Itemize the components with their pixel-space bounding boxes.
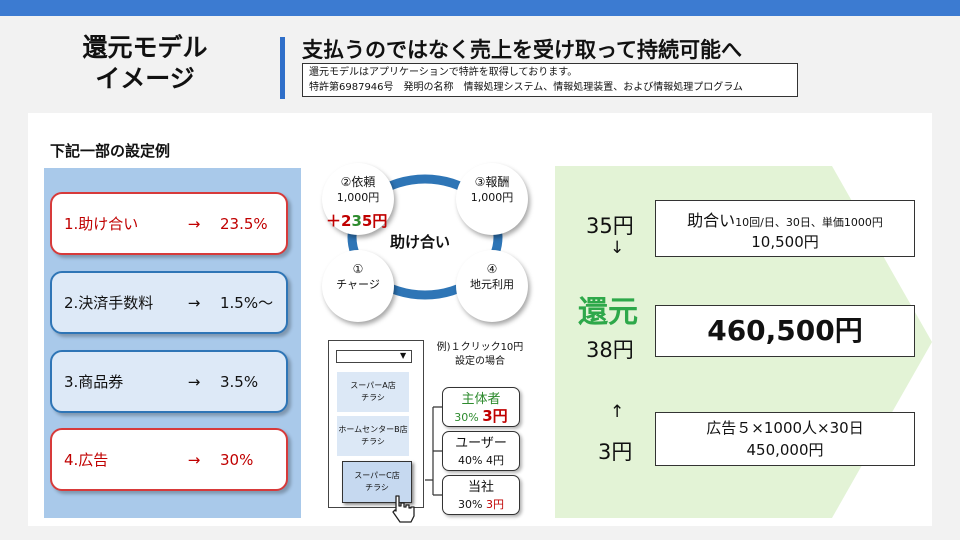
mutual-aid-calc-box: 助合い10回/日、30日、単価1000円 10,500円	[655, 200, 915, 257]
cycle-node-local-use: ④ 地元利用	[456, 250, 528, 322]
fee-value: 23.5%	[220, 214, 268, 233]
flyer-label: チラシ	[361, 437, 385, 446]
node-title: ①	[352, 262, 364, 276]
cycle-node-charge: ① チャージ	[322, 250, 394, 322]
split-organizer: 主体者 30% 3円	[442, 387, 520, 427]
bonus-unit: 円	[372, 212, 388, 230]
help-amount: 10,500円	[751, 233, 819, 251]
bonus-plus: ＋	[326, 212, 342, 230]
split-amount: 4円	[485, 454, 504, 467]
fee-name: 1.助け合い	[64, 215, 139, 233]
headline: 支払うのではなく売上を受け取って持続可能へ	[302, 38, 742, 62]
top-accent-bar	[0, 0, 960, 16]
flyer-label: チラシ	[365, 483, 389, 492]
node-title: ④	[486, 262, 498, 276]
flyer-store-a[interactable]: スーパーA店 チラシ	[337, 372, 409, 412]
node-sub: チャージ	[336, 278, 380, 291]
split-percent: 30%	[458, 498, 483, 511]
title-divider	[280, 37, 285, 99]
patent-note: 還元モデルはアプリケーションで特許を取得しております。 特許第6987946号 …	[302, 63, 798, 97]
ad-formula: 広告５×1000人×30日	[706, 419, 864, 437]
fee-name: 4.広告	[64, 451, 109, 469]
flyer-label: チラシ	[361, 393, 385, 402]
slide-title-line1: 還元モデル	[82, 33, 208, 62]
cycle-ring	[347, 174, 503, 300]
cycle-node-request: ②依頼 1,000円	[322, 163, 394, 235]
examples-heading: 下記一部の設定例	[50, 142, 171, 160]
example-note-line1: 例)１クリック10円	[436, 342, 524, 353]
fee-item-mutual-aid: 1.助け合い → 23.5%	[50, 192, 288, 255]
revenue-mid-yen: 38円	[586, 338, 634, 362]
split-percent: 30%	[454, 411, 479, 424]
flyer-store-b[interactable]: ホームセンターB店 チラシ	[337, 416, 409, 456]
bonus-digit-2: 2	[341, 212, 352, 230]
cycle-center-label: 助け合い	[390, 233, 451, 251]
split-company: 当社 30% 3円	[442, 475, 520, 515]
slide-title-line2: イメージ	[95, 64, 195, 93]
split-percent: 40%	[458, 454, 483, 467]
fee-value: 3.5%	[220, 372, 259, 391]
fee-value: 30%	[220, 450, 254, 469]
return-label: 還元	[578, 295, 638, 330]
total-amount: 460,500円	[655, 305, 915, 357]
split-amount: 3円	[485, 498, 504, 511]
node-title: ②依頼	[340, 175, 376, 189]
revenue-top-yen: 35円	[586, 214, 634, 238]
flyer-store-c[interactable]: スーパーC店 チラシ	[342, 461, 412, 503]
cycle-node-reward: ③報酬 1,000円	[456, 163, 528, 235]
device-dropdown[interactable]	[336, 350, 412, 363]
right-arrow-icon: →	[187, 293, 201, 312]
fee-name: 2.決済手数料	[64, 294, 154, 312]
right-arrow-icon: →	[187, 214, 201, 233]
right-arrow-icon: →	[187, 372, 201, 391]
node-sub: 1,000円	[470, 191, 514, 204]
help-detail: 10回/日、30日、単価1000円	[735, 216, 883, 229]
ad-amount: 450,000円	[746, 441, 824, 459]
bonus-digit-5: 5	[361, 212, 373, 230]
node-sub: 1,000円	[336, 191, 380, 204]
bonus-amount: ＋235円	[326, 210, 387, 231]
split-amount: 3円	[482, 407, 508, 425]
patent-line2: 特許第6987946号 発明の名称 情報処理システム、情報処理装置、および情報処…	[309, 82, 743, 93]
split-user: ユーザー 40% 4円	[442, 431, 520, 471]
slide-title: 還元モデル イメージ	[30, 32, 260, 94]
split-name: 主体者	[461, 392, 501, 407]
pointer-cursor-icon	[392, 495, 415, 523]
example-note: 例)１クリック10円 設定の場合	[430, 341, 530, 369]
flyer-title: スーパーC店	[354, 471, 400, 480]
patent-line1: 還元モデルはアプリケーションで特許を取得しております。	[309, 67, 578, 78]
right-arrow-icon: →	[187, 450, 201, 469]
help-title: 助合い	[687, 211, 736, 230]
ad-calc-box: 広告５×1000人×30日 450,000円	[655, 412, 915, 466]
chevron-down-icon: ▼	[400, 351, 407, 360]
revenue-bottom-yen: 3円	[598, 440, 633, 464]
flyer-title: スーパーA店	[350, 381, 396, 390]
up-arrow-icon: ↑	[610, 402, 625, 422]
fee-name: 3.商品券	[64, 373, 124, 391]
fee-item-gift-certificate: 3.商品券 → 3.5%	[50, 350, 288, 413]
fee-item-payment-fee: 2.決済手数料 → 1.5%〜	[50, 271, 288, 334]
fee-value: 1.5%〜	[220, 294, 274, 312]
example-note-line2: 設定の場合	[455, 356, 505, 367]
node-title: ③報酬	[474, 175, 510, 189]
split-name: 当社	[467, 480, 494, 495]
fee-item-advertising: 4.広告 → 30%	[50, 428, 288, 491]
split-name: ユーザー	[455, 436, 507, 451]
flyer-title: ホームセンターB店	[338, 425, 408, 434]
down-arrow-icon: ↓	[610, 238, 625, 258]
node-sub: 地元利用	[470, 278, 514, 291]
bonus-digit-3: 3	[351, 212, 362, 230]
